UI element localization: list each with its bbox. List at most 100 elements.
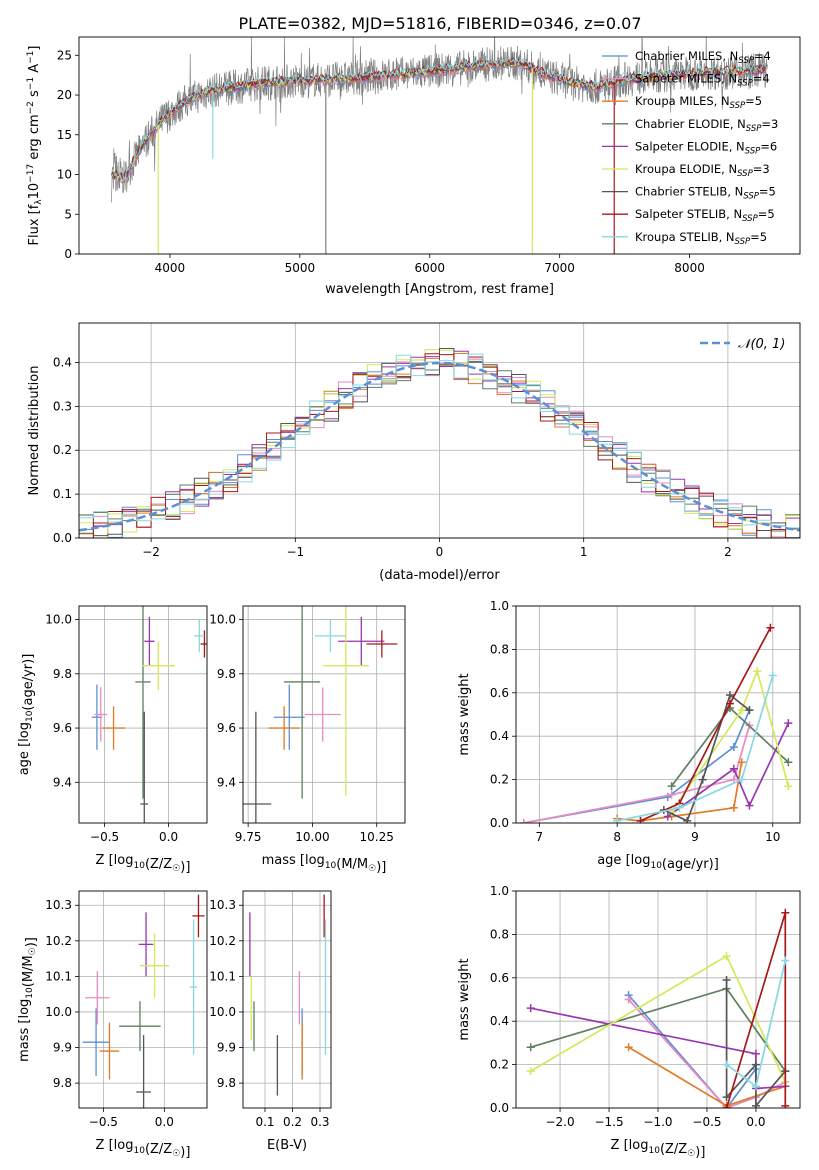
x-tick-label: 10 [765, 830, 780, 844]
data-point-salpeter-stelib [200, 630, 207, 658]
axes-frame [78, 322, 801, 539]
x-tick-label: −0.5 [90, 830, 119, 844]
series-marker [722, 1060, 731, 1069]
series-line-kroupa-elodie [670, 668, 790, 813]
x-tick-label: 6000 [414, 261, 445, 275]
y-tick-label: 0.8 [490, 642, 509, 656]
series-line-kroupa-stelib [617, 675, 774, 822]
series-marker [624, 995, 633, 1004]
data-point-kroupa-miles [268, 706, 300, 750]
x-tick-label: 7000 [544, 261, 575, 275]
mass-vs-extinction-panel: 0.1 0.2 0.3 9.8 9.9 10.0 10.1 10.2 10.3 E(B-V) [209, 890, 332, 1153]
x-tick-label: −1.5 [594, 1115, 623, 1129]
y-tick-label: 0.2 [490, 1058, 509, 1072]
series-marker [737, 706, 746, 715]
x-tick-label: 0.3 [310, 1115, 329, 1129]
y-axis-label: mass weight [457, 673, 472, 755]
series-line-chabrier-miles [627, 994, 757, 1108]
y-tick-label: 9.4 [53, 775, 72, 789]
model-spectrum-kroupa-stelib [111, 56, 767, 181]
series-marker [751, 1060, 760, 1069]
residual-histogram-panel: −2 −1 0 1 2 0.0 0.1 0.2 0.3 0.4 (data-model)/error… [27, 322, 801, 583]
series-marker [784, 758, 793, 767]
x-tick-label: 0.1 [255, 1115, 274, 1129]
x-tick-label: 5000 [285, 261, 316, 275]
series-line-salpeter-stelib [640, 627, 772, 822]
data-point-kroupa-miles [99, 1022, 120, 1080]
series-marker [667, 782, 676, 791]
y-tick-label: 0 [64, 247, 72, 261]
series-marker [784, 782, 793, 791]
data-point-chabrier-miles [273, 684, 305, 750]
data-point-kroupa-miles [102, 706, 126, 750]
series-marker [729, 764, 738, 773]
y-tick-label: 25 [57, 48, 72, 62]
y-tick-label: 9.8 [217, 1076, 236, 1090]
figure-title: PLATE=0382, MJD=51816, FIBERID=0346, z=0… [238, 14, 641, 33]
y-tick-label: 5 [64, 207, 72, 221]
series-marker [624, 1043, 633, 1052]
y-tick-label: 10.1 [45, 969, 72, 983]
series-marker [519, 819, 528, 823]
data-point-salpeter-stelib [366, 630, 398, 658]
y-axis-label: mass weight [457, 958, 472, 1040]
y-tick-label: 9.8 [53, 1076, 72, 1090]
series-marker [781, 908, 790, 917]
x-axis-label: Z [log10(Z/Z☉)] [96, 853, 191, 875]
y-tick-label: 10.3 [209, 898, 236, 912]
x-axis-label: mass [log10(M/M☉)] [262, 853, 387, 875]
y-tick-label: 10.2 [45, 934, 72, 948]
series-marker [781, 1101, 790, 1108]
data-point-kroupa-elodie [139, 933, 170, 998]
x-tick-label: −1 [286, 545, 304, 559]
y-tick-label: 9.9 [217, 1041, 236, 1055]
series-marker [768, 671, 777, 680]
y-tick-label: 1.0 [490, 884, 509, 898]
y-tick-label: 9.9 [53, 1041, 72, 1055]
series-marker [725, 690, 734, 699]
age-vs-mass-panel: 9.75 10.00 10.25 9.4 9.6 9.8 10.0 mass [log10(M… [209, 605, 406, 875]
y-tick-label: 9.6 [53, 721, 72, 735]
x-tick-label: −0.5 [692, 1115, 721, 1129]
x-tick-label: 9 [691, 830, 699, 844]
y-tick-label: 10.2 [209, 934, 236, 948]
data-point-salpeter-miles [85, 971, 110, 1025]
y-tick-label: 0.0 [53, 531, 72, 545]
x-tick-label: 0 [436, 545, 444, 559]
y-tick-label: 9.4 [217, 775, 236, 789]
mass-weight-vs-age-panel: 7 8 9 10 0.0 0.2 0.4 0.6 0.8 1.0 age [log10(age/yr… [457, 599, 801, 872]
plot-area [519, 623, 793, 823]
x-tick-label: 8000 [674, 261, 705, 275]
series-marker [722, 952, 731, 961]
data-point-kroupa-stelib [189, 919, 198, 1055]
legend-label-salpeter-elodie: Salpeter ELODIE, NSSP=6 [635, 139, 777, 156]
data-point-kroupa-elodie [322, 606, 369, 796]
series-marker [729, 743, 738, 752]
data-point-salpeter-miles [94, 687, 108, 742]
series-line-salpeter-elodie [667, 722, 790, 818]
axes-frame [78, 36, 801, 255]
y-tick-label: 0.3 [53, 399, 72, 413]
series-marker [751, 1101, 760, 1108]
x-axis-label: age [log10(age/yr)] [597, 853, 719, 872]
y-tick-label: 1.0 [490, 599, 509, 613]
legend-label-kroupa-stelib: Kroupa STELIB, NSSP=5 [635, 230, 767, 247]
data-point-kroupa-elodie [141, 641, 175, 691]
mass-weight-vs-metallicity-panel: −2.0 −1.5 −1.0 −0.5 0.0 0.0 0.2 0.4 0.6 0.8 1.0 Z [… [457, 884, 801, 1160]
plot-area [526, 908, 790, 1108]
axes-frame [515, 890, 801, 1109]
x-tick-label: 0.2 [283, 1115, 302, 1129]
y-tick-label: 9.6 [217, 721, 236, 735]
series-marker [725, 699, 734, 708]
y-tick-label: 0.1 [53, 487, 72, 501]
y-tick-label: 0.4 [490, 729, 509, 743]
y-tick-label: 9.8 [217, 667, 236, 681]
x-axis-label: wavelength [Angstrom, rest frame] [325, 282, 554, 297]
x-axis-label: Z [log10(Z/Z☉)] [611, 1138, 706, 1160]
y-tick-label: 0.4 [53, 355, 72, 369]
x-tick-label: 2 [724, 545, 732, 559]
x-tick-label: 0.0 [155, 1115, 174, 1129]
x-axis-label: Z [log10(Z/Z☉)] [96, 1138, 191, 1160]
series-marker [613, 816, 622, 823]
histogram-salpeter-stelib [79, 353, 800, 538]
